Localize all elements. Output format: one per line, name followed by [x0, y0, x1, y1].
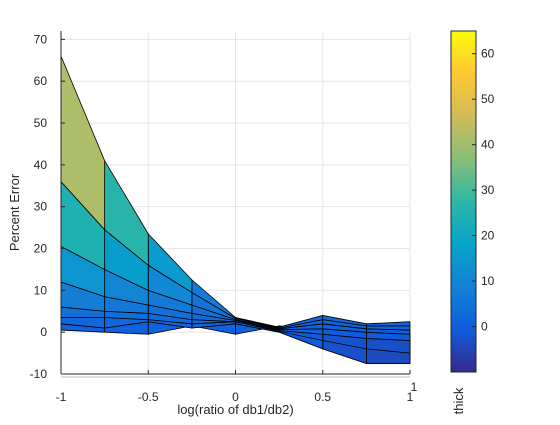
surface-patch [322, 315, 367, 327]
y-tick-label: 70 [34, 32, 48, 46]
surface-patch [365, 321, 411, 327]
colorbar-tick-label: 30 [481, 183, 495, 197]
colorbar: 0 10 20 30 40 50 60 [450, 30, 495, 373]
y-tick-label: 20 [34, 242, 48, 256]
x-tick-label: -1 [56, 390, 67, 404]
colorbar-tick-label: 20 [481, 229, 495, 243]
colorbar-gradient [450, 30, 477, 373]
colorbar-label: thick [451, 387, 466, 414]
colorbar-tick-label: 60 [481, 47, 495, 61]
colorbar-tick-label: 40 [481, 138, 495, 152]
y-tick-label: 60 [34, 74, 48, 88]
x-tick-label: 1 [407, 390, 414, 404]
colorbar-tick-label: 0 [481, 320, 488, 334]
x-tick-label: -0.5 [138, 390, 159, 404]
x-tick-label: 0 [232, 390, 239, 404]
y-tick-label: 30 [34, 200, 48, 214]
colorbar-tick-label: 50 [481, 92, 495, 106]
y-axis-label: Percent Error [7, 173, 22, 251]
y-tick-label: 0 [40, 325, 47, 339]
x-tick-label: 0.5 [314, 390, 331, 404]
y-tick-label: -10 [30, 367, 48, 381]
y-tick-label: 50 [34, 116, 48, 130]
x-axis-label: log(ratio of db1/db2) [177, 402, 293, 417]
x-tick-label-secondary: 1 [411, 380, 418, 394]
axes: -1 -0.5 0 0.5 11 -10 0 10 20 30 40 50 60 70 [30, 31, 418, 404]
y-tick-label: 40 [34, 158, 48, 172]
colorbar-tick-label: 10 [481, 274, 495, 288]
y-tick-label: 10 [34, 283, 48, 297]
